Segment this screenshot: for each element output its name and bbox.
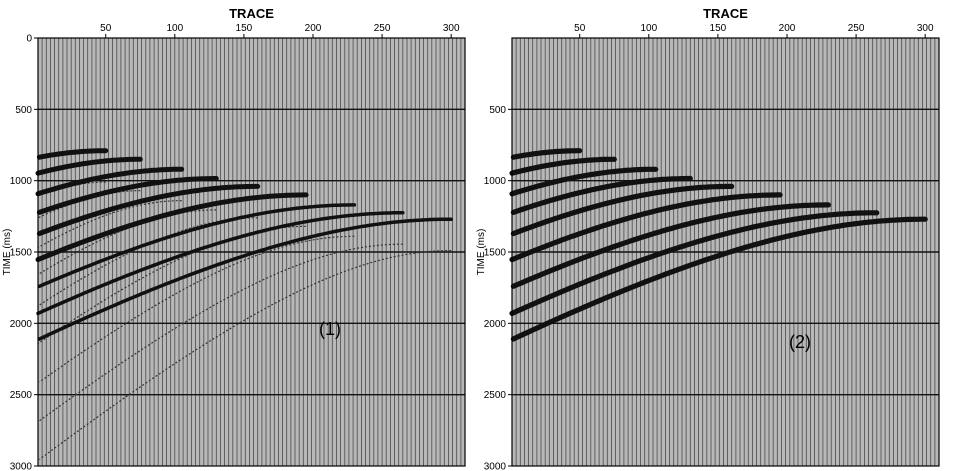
reflection-event [510,183,735,237]
panel-2-y-ticks: 500 1000 1500 2000 2500 3000 [484,105,512,471]
panel-2-reflection-events [509,148,928,342]
diffraction-tail [37,190,141,219]
y-tick-label: 3000 [10,462,33,471]
y-tick-label: 1000 [484,176,507,187]
diffraction-tail [37,243,403,423]
y-tick-label: 2500 [484,390,507,401]
x-tick-label: 200 [305,23,322,34]
y-tick-label: 1000 [10,176,33,187]
y-tick-label: 2500 [10,390,33,401]
x-tick-label: 150 [236,23,253,34]
reflection-event [37,217,453,341]
reflection-event [510,175,693,215]
diffraction-tail [39,250,452,460]
reflection-event [509,192,783,263]
reflection-event [36,148,109,160]
panel-1: TRACE TIME (ms) 50 100 150 200 250 300 0 500 10… [2,6,466,471]
panel-1-reflection-events [35,148,453,460]
panel-1-label: (1) [319,319,341,339]
panel-1-x-axis-title: TRACE [229,6,274,21]
y-tick-label: 1500 [10,248,33,259]
x-tick-label: 150 [710,23,727,34]
x-tick-label: 250 [374,23,391,34]
x-tick-label: 50 [574,23,586,34]
reflection-event [509,156,617,176]
reflection-event [37,203,357,289]
panel-1-y-ticks: 0 500 1000 1500 2000 2500 3000 [10,34,38,471]
panel-1-y-axis-title: TIME (ms) [2,229,13,276]
y-tick-label: 500 [15,105,32,116]
reflection-event [36,176,219,215]
panel-2-x-ticks: 50 100 150 200 250 300 [574,23,934,38]
reflection-event [36,183,261,237]
panel-2-y-axis-title: TIME (ms) [476,229,487,276]
reflection-event [35,166,185,197]
panel-1-x-ticks: 50 100 150 200 250 300 [100,23,460,38]
reflection-event [509,210,880,316]
diffraction-tail [39,235,355,383]
y-tick-label: 3000 [484,462,507,471]
y-tick-label: 1500 [484,248,507,259]
x-tick-label: 300 [443,23,460,34]
reflection-event [510,202,831,289]
y-tick-label: 2000 [10,319,33,330]
reflection-event [509,166,659,197]
panel-2-time-lines [512,108,939,396]
reflection-event [510,216,928,342]
x-tick-label: 250 [848,23,865,34]
y-tick-label: 500 [489,105,506,116]
x-tick-label: 50 [100,23,112,34]
y-tick-label: 0 [26,34,32,45]
diffraction-tail [37,200,182,249]
x-tick-label: 300 [917,23,934,34]
y-tick-label: 2000 [484,319,507,330]
reflection-event [510,148,583,160]
x-tick-label: 100 [640,23,657,34]
panel-2-label: (2) [789,332,811,352]
x-tick-label: 100 [166,23,183,34]
reflection-event [35,192,309,263]
reflection-event [35,156,143,176]
panel-2: TRACE TIME (ms) 50 100 150 200 250 300 500 100… [476,6,940,471]
x-tick-label: 200 [779,23,796,34]
panel-2-x-axis-title: TRACE [703,6,748,21]
reflection-event [36,211,405,316]
